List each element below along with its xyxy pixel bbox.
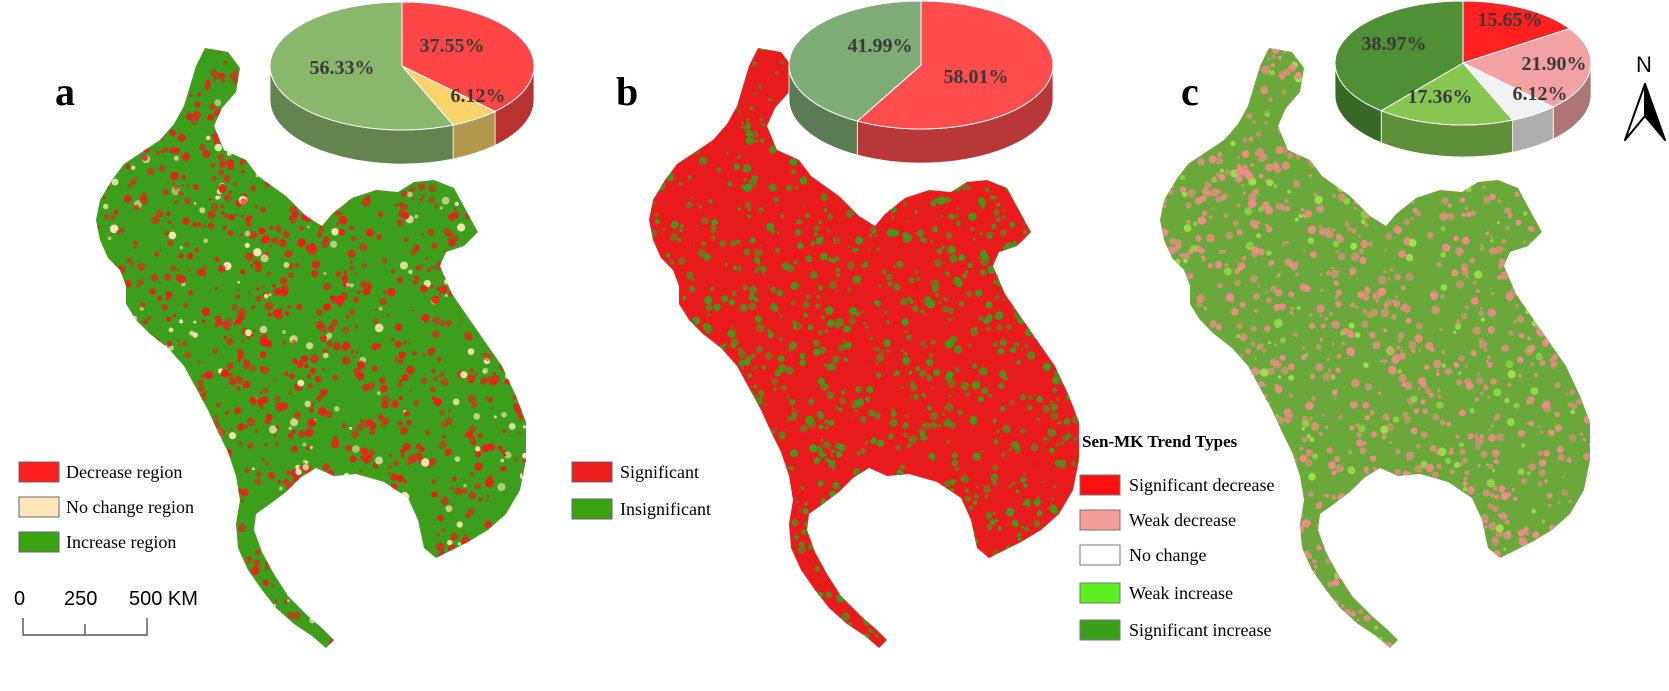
legend-swatch <box>18 496 60 518</box>
pie-slice-label: 37.55% <box>420 35 485 57</box>
pie-chart-b: 58.01% 41.99% <box>788 0 1054 164</box>
legend-label: Significant increase <box>1129 620 1271 640</box>
north-label: N <box>1636 52 1652 77</box>
legend-swatch <box>18 531 60 553</box>
pie-slice <box>856 0 1054 130</box>
legend-label: Significant <box>620 462 699 482</box>
north-arrow-left-icon <box>1624 83 1646 141</box>
panel-a: 37.55% 6.12% 56.33% a Decrease region No c… <box>14 1 535 648</box>
pie-slice-label: 6.12% <box>1513 83 1568 105</box>
legend-item-decrease: Decrease region <box>18 461 182 483</box>
pie-slice <box>401 1 535 112</box>
legend-item-significant: Significant <box>571 461 699 483</box>
legend-item-no-change: No change <box>1079 544 1206 566</box>
pie-slice <box>1462 0 1571 64</box>
legend-label: Weak decrease <box>1129 510 1236 530</box>
legend-c: Sen-MK Trend Types Significant decrease … <box>1079 432 1274 641</box>
pie-slice-label: 21.90% <box>1522 53 1587 75</box>
pie-slice-label: 58.01% <box>944 66 1009 88</box>
pie-slice-label: 17.36% <box>1408 86 1473 108</box>
legend-item-no-change: No change region <box>18 496 194 518</box>
land-area <box>649 48 1079 648</box>
pie-slice-label: 6.12% <box>451 85 506 107</box>
scale-label-500: 500 KM <box>129 588 198 610</box>
legend-label: Significant decrease <box>1129 475 1274 495</box>
scale-bar: 0 250 500 KM <box>14 588 198 636</box>
panel-c: 15.65% 21.90% 6.12% 17.36% 38.97% c Sen-MK T… <box>1079 0 1666 648</box>
legend-label: Increase region <box>66 532 176 552</box>
panel-b: 58.01% 41.99% b Significant Insignificant <box>571 0 1079 648</box>
legend-label: Weak increase <box>1129 583 1233 603</box>
pie-slice-label: 38.97% <box>1362 33 1427 55</box>
scale-label-250: 250 <box>64 588 97 610</box>
legend-label: No change <box>1129 545 1206 565</box>
legend-swatch <box>571 461 613 483</box>
north-arrow: N <box>1624 52 1666 141</box>
panel-letter-b: b <box>616 69 638 114</box>
legend-swatch <box>1079 474 1121 496</box>
pie-slice <box>1461 28 1592 108</box>
pie-slice-label: 41.99% <box>848 35 913 57</box>
legend-item-weak-increase: Weak increase <box>1079 582 1233 604</box>
pie-slice <box>1334 0 1464 112</box>
legend-a: Decrease region No change region Increas… <box>18 461 194 553</box>
pie-slice <box>788 0 922 122</box>
legend-label: Decrease region <box>66 462 182 482</box>
legend-label: No change region <box>66 497 194 517</box>
legend-item-insignificant: Insignificant <box>571 498 711 520</box>
legend-swatch <box>1079 544 1121 566</box>
pie-slice-label: 56.33% <box>310 57 375 79</box>
legend-item-weak-decrease: Weak decrease <box>1079 509 1236 531</box>
legend-swatch <box>1079 582 1121 604</box>
legend-title: Sen-MK Trend Types <box>1082 432 1238 451</box>
legend-b: Significant Insignificant <box>571 461 711 520</box>
pie-slice <box>1380 62 1514 126</box>
pie-slice-label: 15.65% <box>1478 9 1543 31</box>
legend-item-significant-increase: Significant increase <box>1079 619 1271 641</box>
north-arrow-right-icon <box>1644 83 1666 141</box>
scale-label-0: 0 <box>14 588 25 610</box>
legend-swatch <box>18 461 60 483</box>
legend-label: Insignificant <box>620 499 711 519</box>
pie-slice <box>269 1 455 131</box>
legend-item-significant-decrease: Significant decrease <box>1079 474 1274 496</box>
panel-letter-c: c <box>1181 69 1199 114</box>
panel-letter-a: a <box>55 69 75 114</box>
legend-swatch <box>1079 619 1121 641</box>
pie-chart-a: 37.55% 6.12% 56.33% <box>269 1 535 165</box>
legend-swatch <box>1079 509 1121 531</box>
legend-swatch <box>571 498 613 520</box>
pie-chart-c: 15.65% 21.90% 6.12% 17.36% 38.97% <box>1334 0 1592 158</box>
legend-item-increase: Increase region <box>18 531 176 553</box>
